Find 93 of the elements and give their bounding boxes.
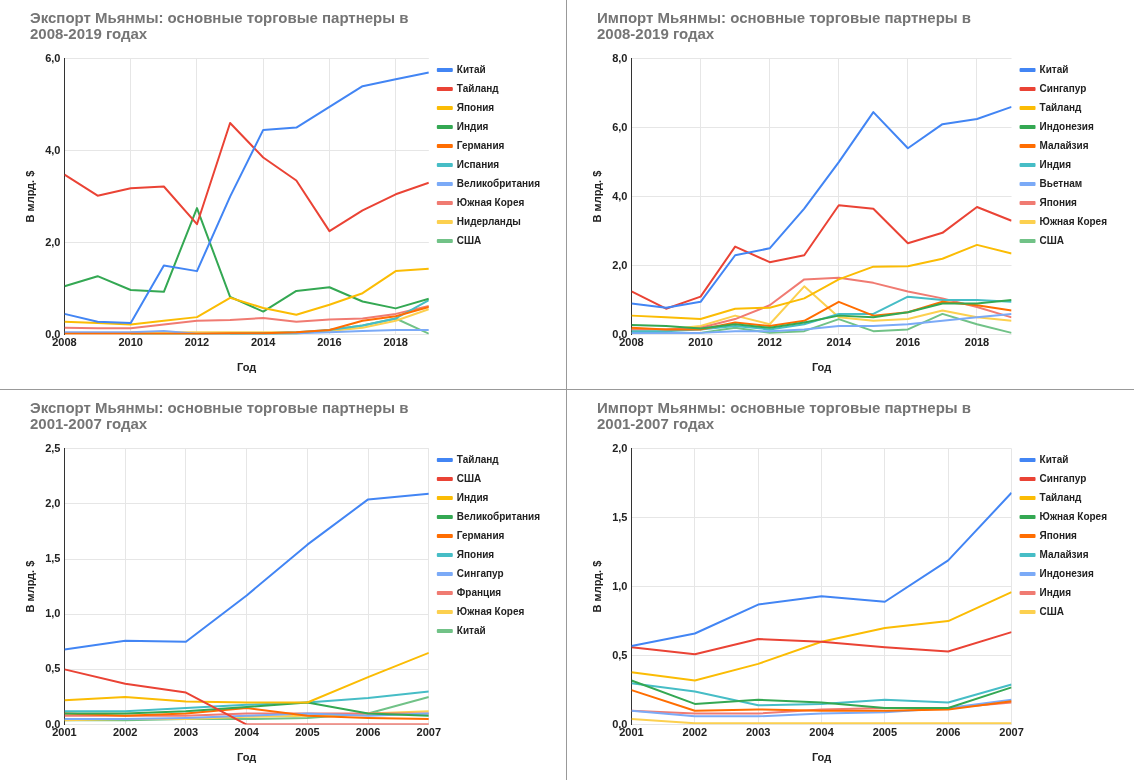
x-axis-title: Год — [811, 751, 832, 764]
y-tick-label: 2,0 — [612, 258, 628, 271]
legend-label: Индия — [456, 491, 489, 503]
x-axis-title: Год — [811, 361, 832, 374]
y-tick-label: 0,0 — [612, 717, 628, 730]
legend-label: Тайланд — [1039, 101, 1083, 113]
x-axis-title: Год — [237, 751, 257, 764]
x-tick-label: 2010 — [688, 336, 713, 349]
legend-label: Южная Корея — [456, 605, 525, 617]
chart-title: Экспорт Мьянмы: основные торговые партнеры в 2008-2019 годах — [30, 9, 410, 42]
legend-label: Малайзия — [1039, 139, 1089, 151]
legend-label: Испания — [456, 158, 500, 170]
x-tick-label: 2018 — [964, 336, 990, 349]
x-tick-label: 2012 — [184, 336, 210, 349]
legend-label: США — [456, 234, 482, 246]
y-axis-title: В млрд. $ — [23, 560, 36, 613]
x-axis-title: Год — [237, 361, 257, 374]
legend-label: Индонезия — [1039, 120, 1094, 132]
y-tick-label: 4,0 — [45, 143, 61, 156]
y-tick-label: 0,0 — [612, 327, 628, 340]
x-tick-label: 2018 — [383, 336, 408, 349]
x-tick-label: 2005 — [295, 726, 320, 739]
x-tick-label: 2002 — [112, 726, 138, 739]
legend-label: Тайланд — [1039, 491, 1083, 503]
legend-label: Япония — [456, 548, 495, 560]
y-tick-label: 2,0 — [612, 441, 628, 454]
legend-label: Великобритания — [456, 510, 541, 522]
x-tick-label: 2010 — [118, 336, 143, 349]
legend-label: Сингапур — [1039, 82, 1087, 94]
legend-label: Китай — [456, 624, 486, 636]
legend-label: Сингапур — [1039, 472, 1087, 484]
x-tick-label: 2003 — [173, 726, 199, 739]
legend-label: Индия — [1039, 586, 1072, 598]
chart-title: Импорт Мьянмы: основные торговые партнеры в 2008-2019 годах — [597, 9, 972, 42]
legend-label: Южная Корея — [456, 196, 525, 208]
y-tick-label: 6,0 — [45, 51, 61, 64]
x-tick-label: 2012 — [757, 336, 782, 349]
legend-label: Япония — [1039, 529, 1078, 541]
legend-label: Великобритания — [456, 177, 541, 189]
x-tick-label: 2016 — [317, 336, 342, 349]
legend-label: Китай — [456, 63, 486, 75]
legend-label: Нидерланды — [456, 215, 521, 227]
legend-label: Индия — [1039, 158, 1072, 170]
legend-label: Южная Корея — [1039, 510, 1108, 522]
y-tick-label: 6,0 — [612, 120, 628, 133]
legend-label: Китай — [1039, 453, 1069, 465]
y-tick-label: 0,5 — [45, 662, 61, 675]
x-tick-label: 2004 — [234, 726, 260, 739]
legend-label: Китай — [1039, 63, 1069, 75]
legend-label: США — [1039, 605, 1065, 617]
y-tick-label: 2,0 — [45, 496, 61, 509]
legend-label: Франция — [456, 586, 502, 598]
legend-label: Малайзия — [1039, 548, 1089, 560]
legend-label: США — [456, 472, 482, 484]
x-tick-label: 2016 — [895, 336, 921, 349]
x-tick-label: 2006 — [355, 726, 381, 739]
legend-label: Германия — [456, 139, 505, 151]
y-tick-label: 8,0 — [612, 51, 628, 64]
y-tick-label: 1,0 — [612, 579, 628, 592]
legend-label: США — [1039, 234, 1065, 246]
legend-label: Тайланд — [456, 453, 500, 465]
y-axis-title: В млрд. $ — [23, 170, 36, 223]
x-tick-label: 2014 — [826, 336, 852, 349]
y-tick-label: 1,5 — [45, 552, 61, 565]
y-tick-label: 0,5 — [612, 648, 628, 661]
x-tick-label: 2005 — [872, 726, 898, 739]
legend-label: Южная Корея — [1039, 215, 1108, 227]
x-tick-label: 2003 — [745, 726, 771, 739]
x-tick-label: 2002 — [682, 726, 708, 739]
y-axis-title: В млрд. $ — [590, 170, 603, 223]
y-axis-title: В млрд. $ — [590, 560, 603, 613]
legend-label: Тайланд — [456, 82, 500, 94]
y-tick-label: 1,0 — [45, 607, 61, 620]
y-tick-label: 1,5 — [612, 510, 628, 523]
y-tick-label: 0,0 — [45, 327, 61, 340]
x-tick-label: 2006 — [935, 726, 961, 739]
y-tick-label: 4,0 — [612, 189, 628, 202]
x-tick-label: 2004 — [809, 726, 835, 739]
y-tick-label: 2,5 — [45, 441, 61, 454]
legend-label: Индия — [456, 120, 489, 132]
chart-title: Импорт Мьянмы: основные торговые партнеры в 2001-2007 годах — [597, 399, 972, 432]
x-tick-label: 2014 — [250, 336, 277, 349]
y-tick-label: 2,0 — [45, 235, 61, 248]
legend-label: Сингапур — [456, 567, 504, 579]
chart-title: Экспорт Мьянмы: основные торговые партнеры в 2001-2007 годах — [30, 399, 410, 432]
legend-label: Индонезия — [1039, 567, 1094, 579]
x-tick-label: 2007 — [416, 726, 442, 739]
legend-label: Япония — [456, 101, 495, 113]
legend-label: Япония — [1039, 196, 1078, 208]
x-tick-label: 2007 — [999, 726, 1024, 739]
legend-label: Вьетнам — [1039, 177, 1083, 189]
legend-label: Германия — [456, 529, 505, 541]
y-tick-label: 0,0 — [45, 717, 61, 730]
